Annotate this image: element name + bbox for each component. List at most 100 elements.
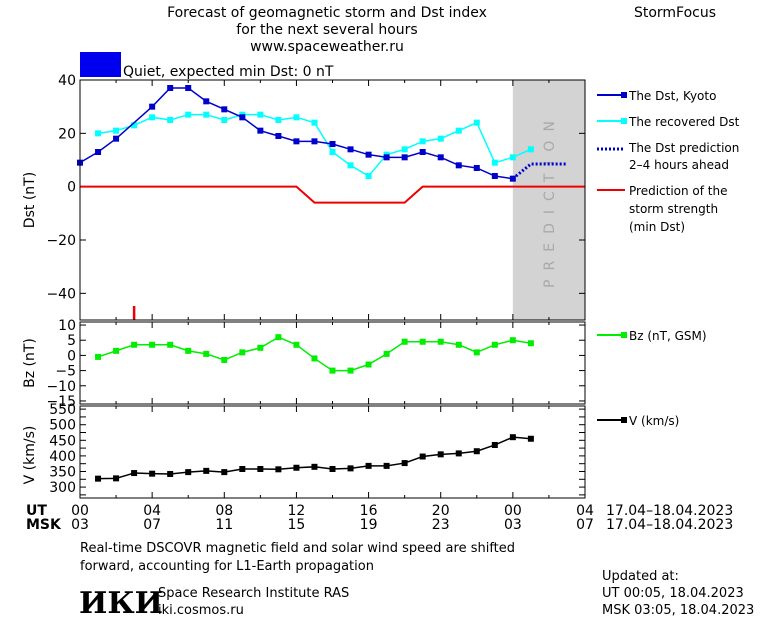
recovered-dst-point [275, 117, 282, 123]
footer-note-line-1: Real-time DSCOVR magnetic field and sola… [80, 541, 515, 556]
dst-marks: −40 −20 0 20 40 [46, 73, 586, 320]
msk-tick-label: 03 [504, 517, 522, 533]
bz-point [275, 334, 282, 341]
msk-tick-label: 07 [576, 517, 594, 533]
recovered-dst-point [311, 119, 318, 126]
bz-point [527, 340, 534, 347]
msk-date-range: 17.04–18.04.2023 [606, 517, 733, 533]
msk-row-label: MSK [26, 517, 62, 533]
legend-storm: Prediction of the storm strength (min Ds… [597, 184, 728, 234]
v-point [383, 462, 390, 469]
dst-kyoto-point [185, 85, 192, 91]
legend-recovered: The recovered Dst [597, 115, 740, 129]
legend-prediction-label-1: The Dst prediction [628, 141, 739, 155]
dst-kyoto-line [79, 87, 513, 180]
recovered-dst-point [131, 122, 138, 129]
v-point [257, 465, 264, 472]
bz-point [293, 341, 300, 348]
v-point [491, 441, 498, 448]
ut-tick-label: 12 [288, 503, 306, 519]
bz-line [97, 336, 532, 372]
status-label: Quiet, expected min Dst: 0 nT [123, 64, 334, 80]
v-point [347, 465, 354, 472]
legend-storm-label-1: Prediction of the [629, 184, 728, 198]
title-line-2: for the next several hours [236, 22, 417, 38]
v-ytick-label: 300 [49, 480, 76, 496]
dst-ytick-label: 20 [58, 126, 76, 142]
bz-point [203, 350, 210, 357]
v-point [329, 465, 336, 472]
dst-kyoto-point [419, 149, 426, 155]
dst-kyoto-point [95, 149, 102, 155]
bz-point [401, 338, 408, 345]
legend-prediction-label-2: 2–4 hours ahead [629, 158, 729, 172]
dst-kyoto-point [455, 162, 462, 169]
dst-kyoto-point [311, 138, 318, 145]
dst-plot-frame [79, 79, 586, 321]
v-point [221, 469, 228, 476]
v-point [473, 448, 480, 455]
legend-bz-marker [621, 332, 627, 338]
recovered-dst-point [347, 162, 354, 169]
bz-point [311, 355, 318, 362]
prediction-band [512, 80, 585, 320]
v-point [275, 466, 282, 473]
legend-bz-label: Bz (nT, GSM) [629, 329, 707, 343]
v-point [401, 460, 408, 467]
legend-dst-kyoto-label: The Dst, Kyoto [628, 89, 716, 103]
bz-point [149, 341, 156, 348]
bz-axis-label: Bz (nT) [22, 338, 38, 388]
v-point [455, 450, 462, 457]
ut-tick-label: 08 [215, 503, 233, 519]
recovered-dst-point [419, 138, 426, 145]
legend-v: V (km/s) [597, 414, 679, 428]
status-color-swatch [80, 52, 121, 77]
bz-point [95, 353, 102, 360]
ut-tick-labels: 00 04 08 12 16 20 00 04 [71, 503, 594, 519]
msk-tick-label: 19 [360, 517, 378, 533]
ut-tick-label: 00 [71, 503, 89, 519]
legend-v-marker [621, 417, 627, 423]
v-axis-label: V (km/s) [22, 426, 38, 485]
title-line-1: Forecast of geomagnetic storm and Dst in… [167, 5, 487, 21]
v-line [98, 436, 531, 480]
dst-ytick-label: −40 [46, 286, 76, 302]
v-point [113, 475, 120, 482]
v-point [311, 463, 318, 470]
dst-kyoto-point [491, 173, 498, 179]
recovered-dst-point [167, 117, 174, 123]
legend-storm-label-3: (min Dst) [629, 220, 685, 234]
bz-ytick-label: 5 [67, 333, 76, 349]
v-point [437, 451, 444, 458]
ut-date-range: 17.04–18.04.2023 [606, 503, 733, 519]
bz-point [365, 361, 372, 368]
ut-row-label: UT [26, 503, 47, 519]
legend-recovered-marker [621, 118, 627, 124]
bz-ytick-label: 0 [67, 348, 76, 364]
bz-point [509, 337, 516, 344]
bz-point [437, 338, 444, 345]
v-point [527, 435, 534, 442]
msk-tick-label: 07 [143, 517, 161, 533]
dst-axis-label: Dst (nT) [22, 172, 38, 228]
legend-v-label: V (km/s) [629, 414, 679, 428]
legend-recovered-label: The recovered Dst [628, 115, 740, 129]
dst-ytick-label: 40 [58, 73, 76, 89]
bz-ytick-label: −15 [46, 394, 76, 410]
bz-point [329, 367, 336, 374]
bz-point [347, 367, 354, 374]
v-point [293, 464, 300, 471]
recovered-dst-point [473, 119, 480, 126]
v-point [131, 470, 138, 477]
site-url: www.spaceweather.ru [250, 39, 404, 55]
bz-point [185, 347, 192, 354]
recovered-dst-point [293, 114, 300, 121]
recovered-dst-point [401, 146, 408, 153]
recovered-dst-point [437, 135, 444, 142]
recovered-dst-point [329, 149, 336, 155]
dst-kyoto-point [167, 85, 174, 91]
v-ytick-label: 400 [49, 449, 76, 465]
dst-ytick-label: −20 [46, 233, 76, 249]
